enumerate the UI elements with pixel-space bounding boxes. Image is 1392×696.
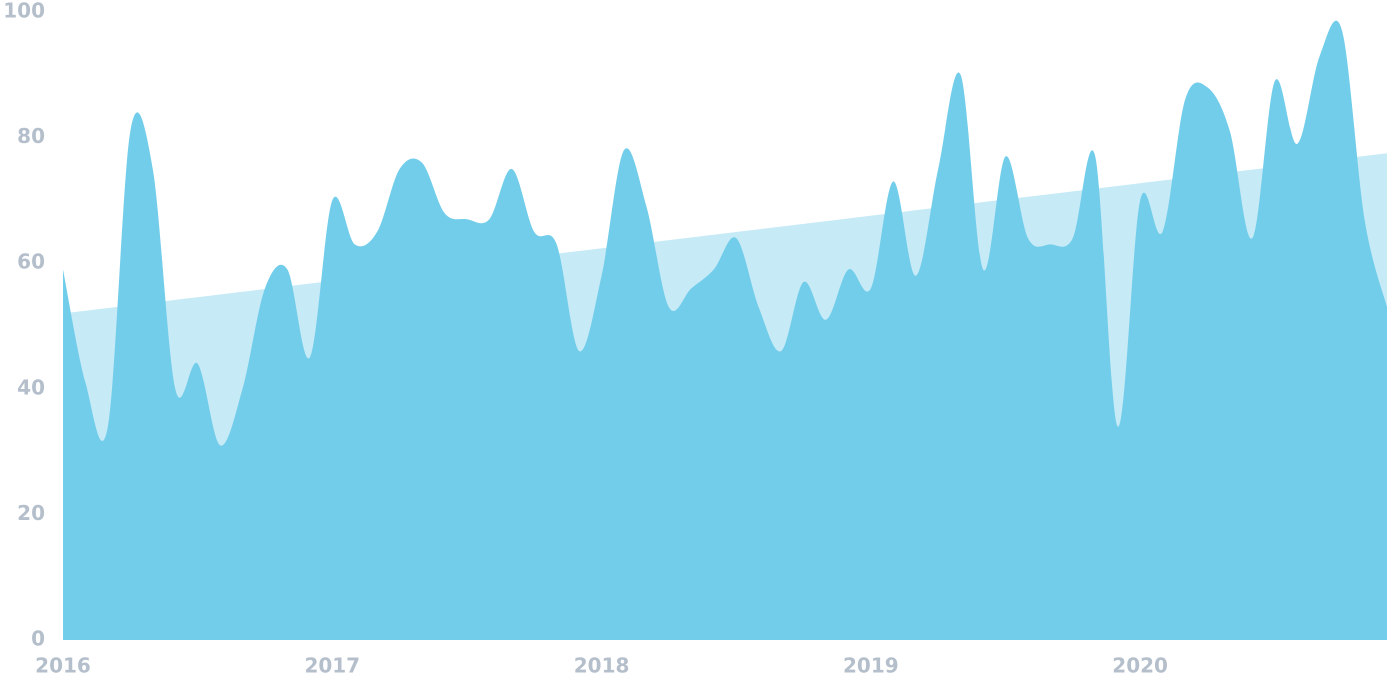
y-tick-label: 0 (31, 627, 45, 651)
x-tick-label: 2020 (1112, 654, 1168, 678)
y-tick-label: 60 (17, 250, 45, 274)
x-tick-label: 2016 (35, 654, 91, 678)
y-tick-label: 100 (3, 0, 45, 23)
x-tick-label: 2019 (843, 654, 899, 678)
y-tick-label: 40 (17, 375, 45, 399)
x-tick-label: 2018 (574, 654, 630, 678)
y-tick-label: 80 (17, 124, 45, 148)
area (63, 20, 1387, 640)
y-tick-label: 20 (17, 501, 45, 525)
x-tick-label: 2017 (304, 654, 360, 678)
